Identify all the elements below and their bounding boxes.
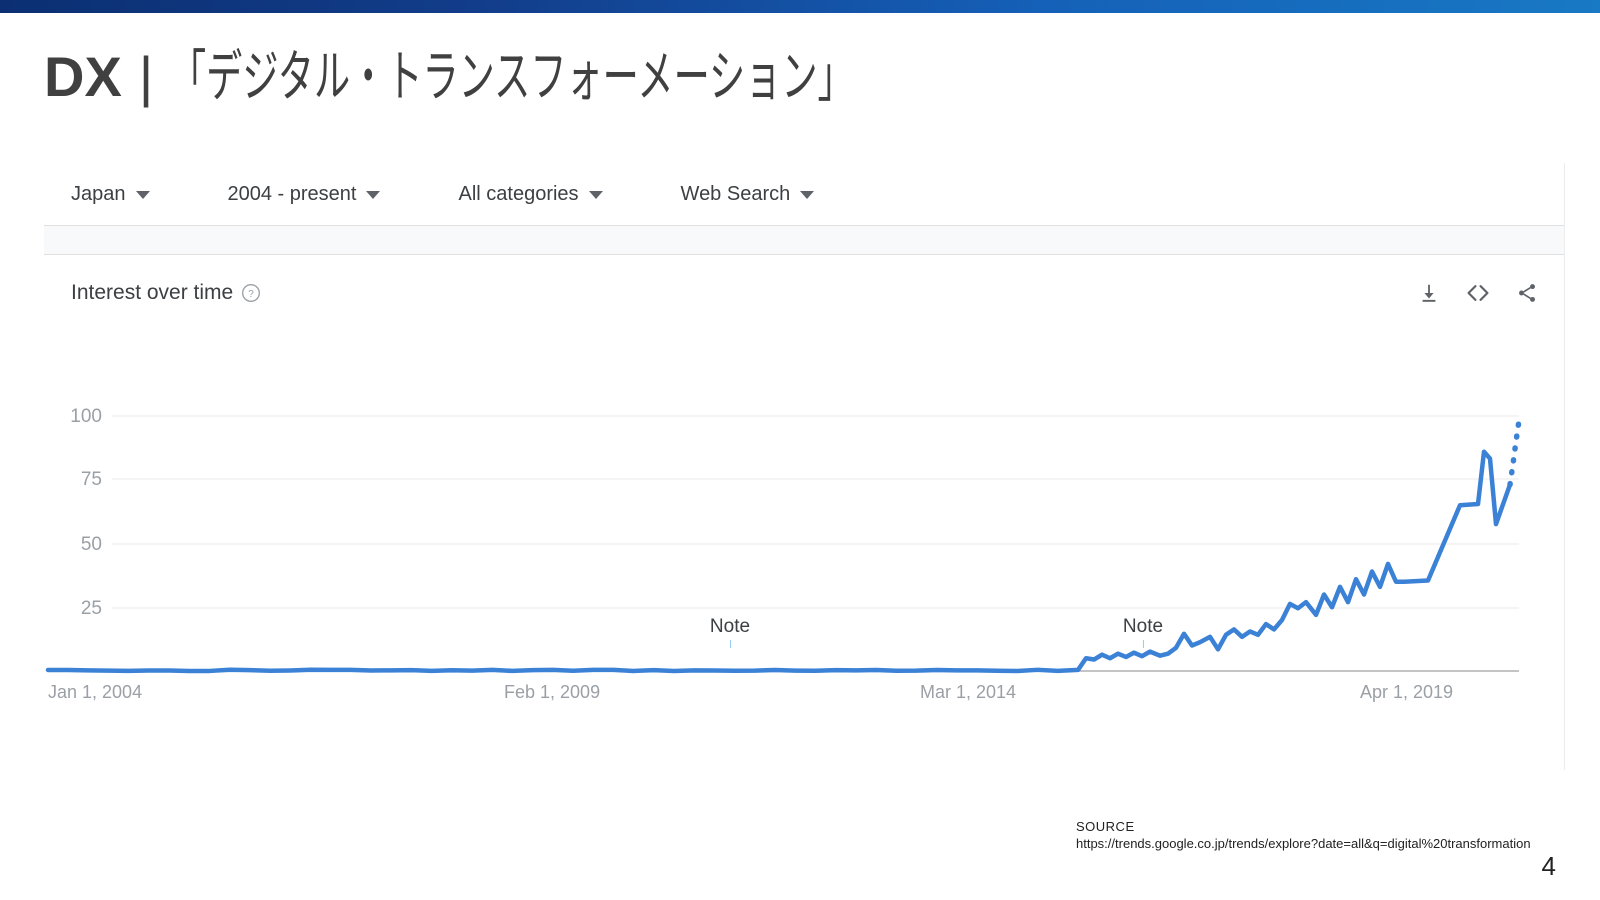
svg-text:75: 75	[81, 469, 102, 490]
svg-text:Jan 1, 2004: Jan 1, 2004	[48, 682, 142, 702]
svg-text:50: 50	[81, 534, 102, 555]
svg-text:Feb 1, 2009: Feb 1, 2009	[504, 682, 600, 702]
svg-text:25: 25	[81, 598, 102, 619]
svg-text:Mar 1, 2014: Mar 1, 2014	[920, 682, 1016, 702]
svg-text:100: 100	[70, 406, 102, 427]
svg-text:?: ?	[248, 289, 254, 300]
svg-text:Apr 1, 2019: Apr 1, 2019	[1360, 682, 1453, 702]
